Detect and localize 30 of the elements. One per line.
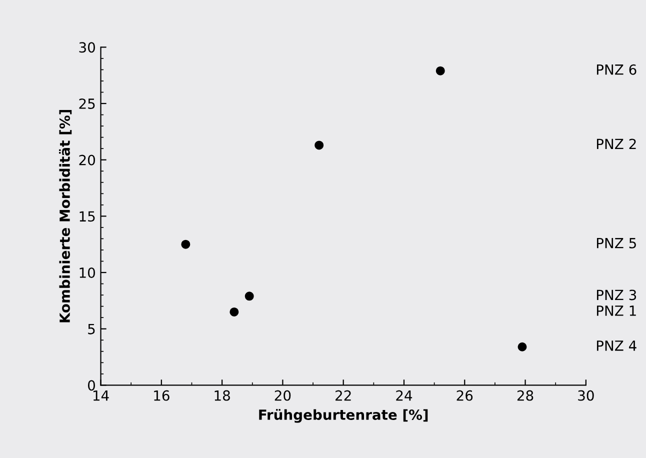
y-tick-label: 0 xyxy=(88,380,95,391)
point xyxy=(314,140,324,150)
x-tick-label: 16 xyxy=(154,390,170,401)
x-tick-label: 20 xyxy=(274,390,291,401)
text: PNZ 5 xyxy=(596,238,636,248)
x-tick-label: 14 xyxy=(93,390,109,401)
text: PNZ 4 xyxy=(596,340,636,351)
x-tick-label: 24 xyxy=(396,390,412,401)
y-tick-label: 10 xyxy=(80,267,95,278)
x-tick-label: 18 xyxy=(214,390,230,401)
text: PNZ 2 xyxy=(596,138,636,150)
text: PNZ 3 xyxy=(596,290,636,300)
point xyxy=(230,307,239,316)
y-tick-label: 30 xyxy=(79,42,95,53)
point xyxy=(244,292,254,301)
x-tick-label: 28 xyxy=(517,390,534,401)
y-tick-label: 25 xyxy=(79,98,95,109)
x-tick-label: 26 xyxy=(456,390,473,401)
x-tick-label: 22 xyxy=(336,390,351,401)
x-axis-title: Frühgeburtenrate [%] xyxy=(259,409,428,423)
text: PNZ 6 xyxy=(596,64,636,75)
y-tick-label: 5 xyxy=(88,324,95,334)
y-axis-title: Kombinierte Morbidität [%] xyxy=(59,110,72,322)
y-tick-label: 15 xyxy=(80,211,95,222)
y-tick-label: 20 xyxy=(79,154,95,166)
x-tick-label: 30 xyxy=(578,390,594,401)
point xyxy=(181,240,190,249)
point xyxy=(518,342,527,352)
text: PNZ 1 xyxy=(596,306,636,316)
point xyxy=(436,66,445,76)
